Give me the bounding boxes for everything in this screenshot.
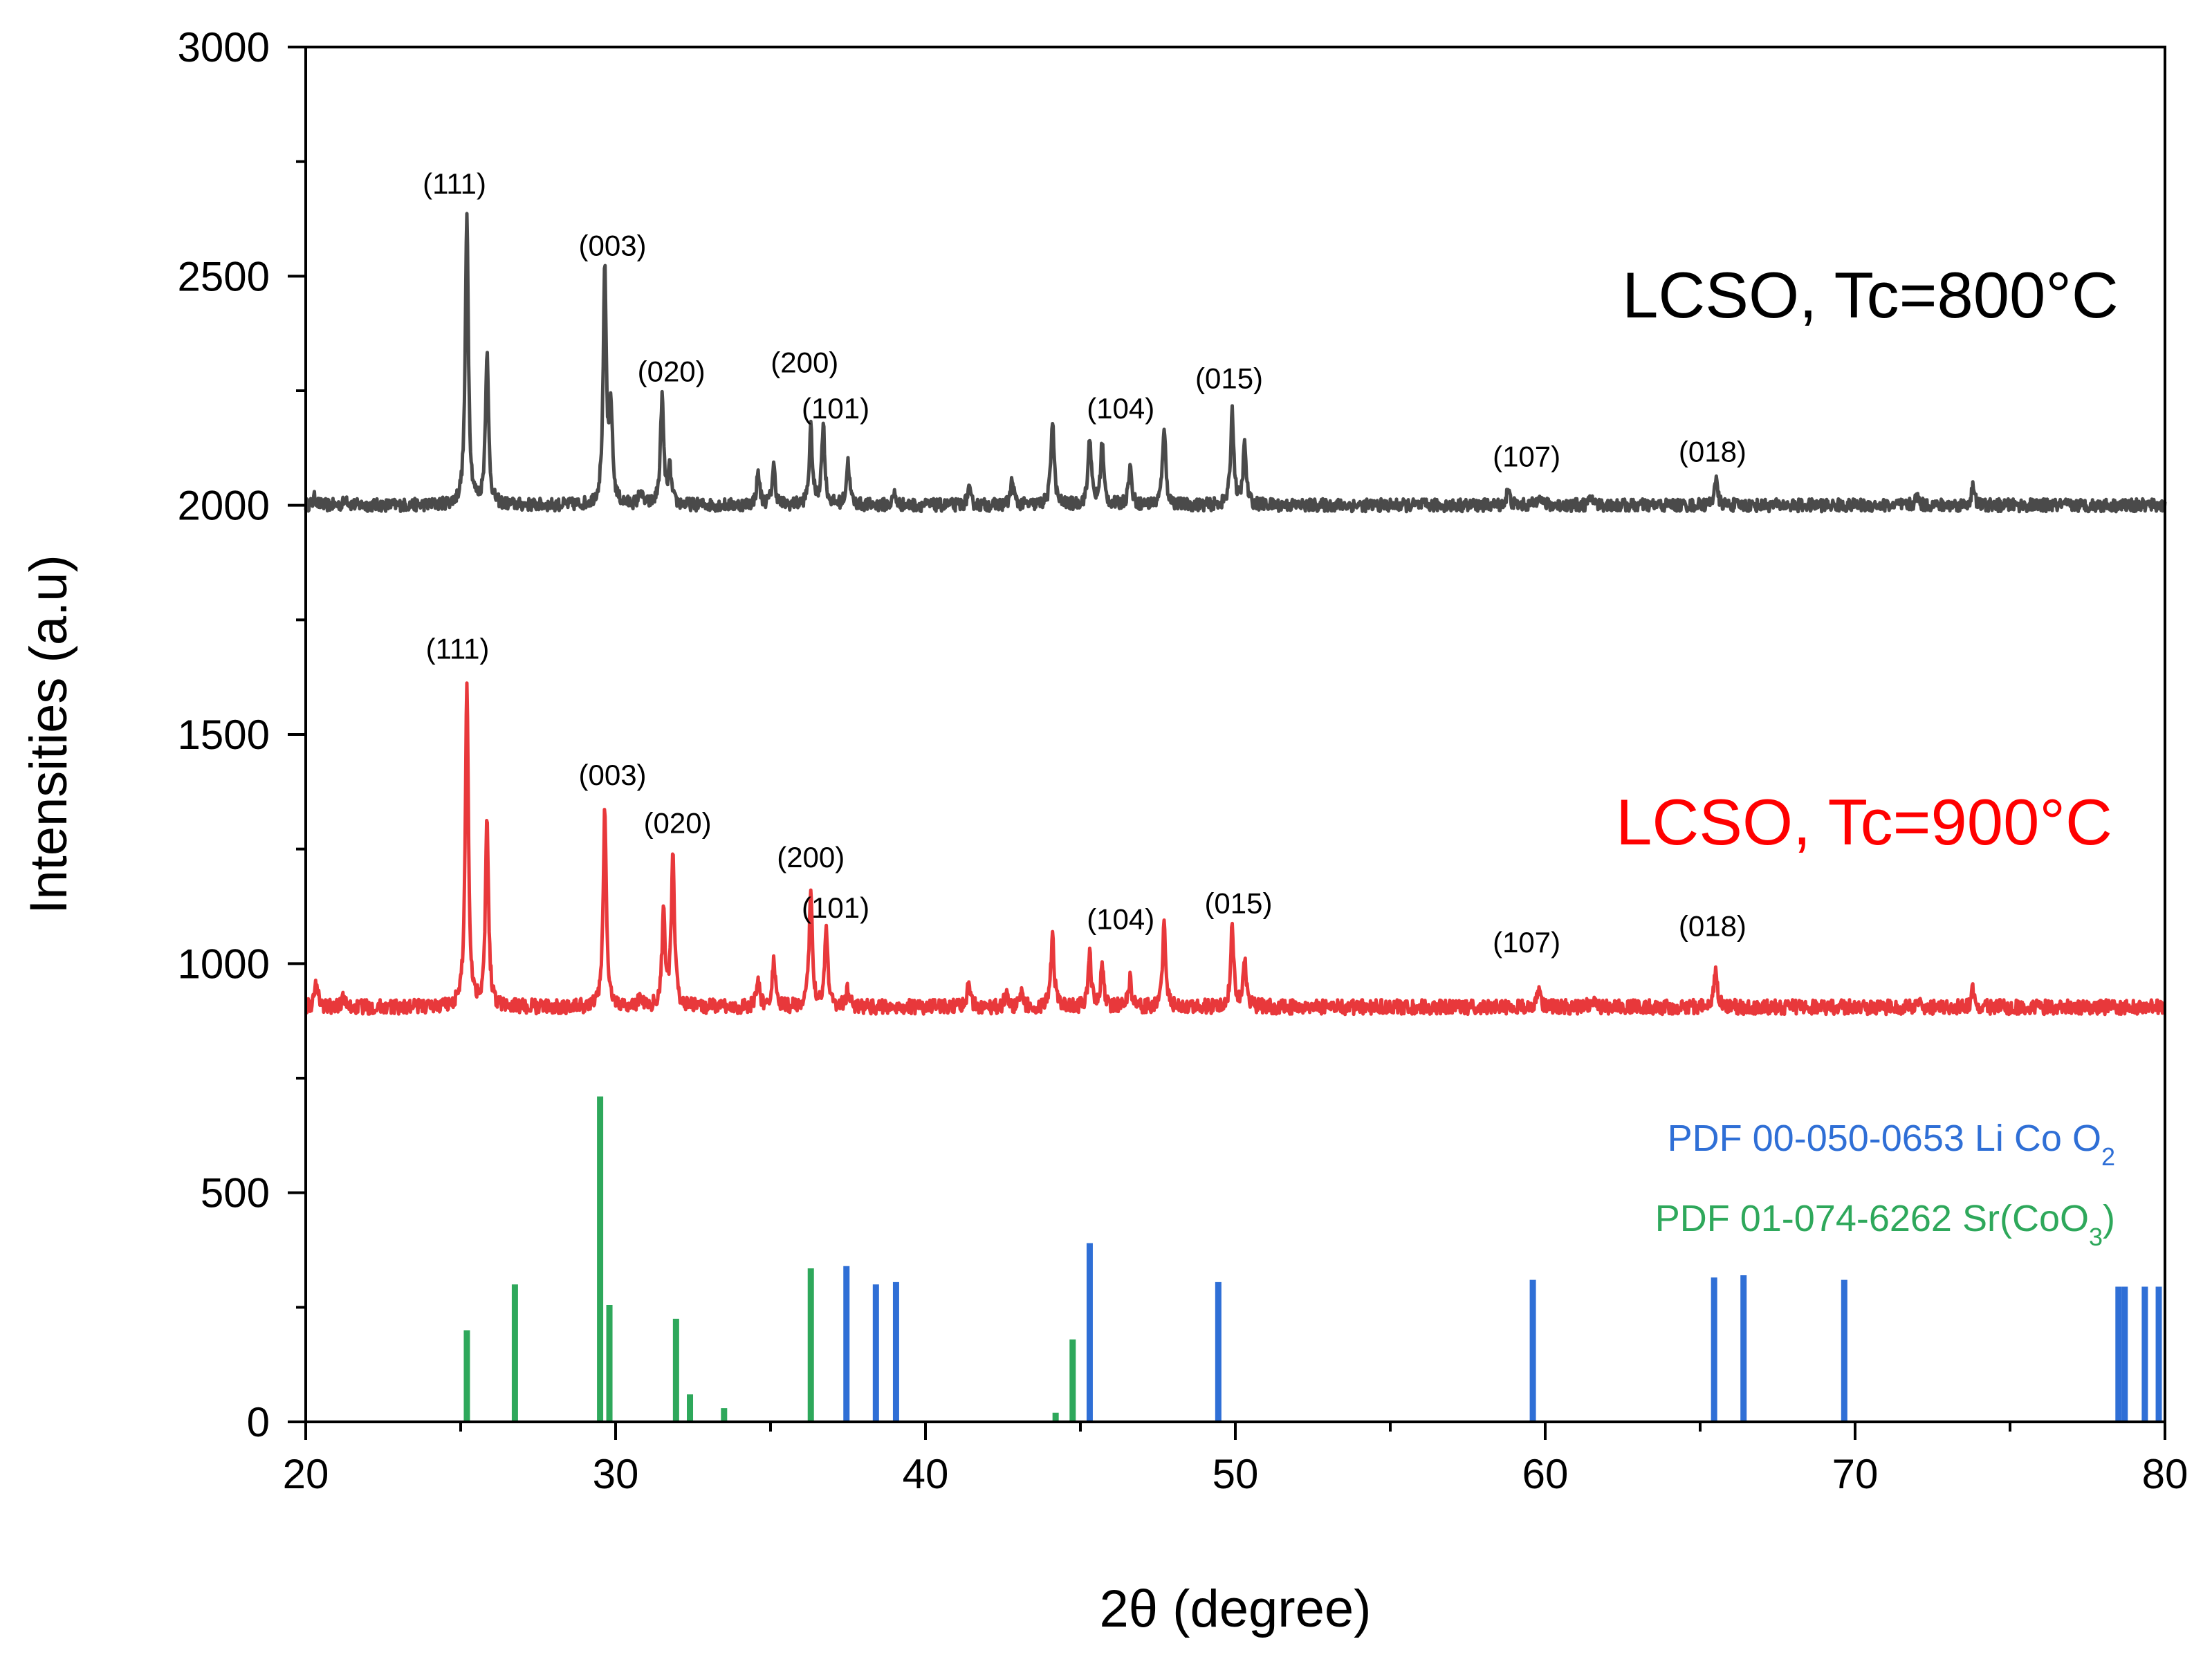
peak-label-1-0: (111) xyxy=(426,633,490,665)
peak-label-0-5: (104) xyxy=(1087,392,1154,425)
peak-labels-layer: (111) (003) (020) (200) (101) (104) (015) (107)… xyxy=(423,167,1746,959)
series-line-0 xyxy=(304,212,2167,514)
peak-label-1-2: (020) xyxy=(644,806,712,839)
x-tick-label-3: 50 xyxy=(1213,1451,1259,1497)
peak-label-0-3: (200) xyxy=(771,346,838,378)
x-tick-label-5: 70 xyxy=(1832,1451,1879,1497)
x-tick-label-6: 80 xyxy=(2142,1451,2188,1497)
peak-label-0-2: (020) xyxy=(638,355,706,388)
reference-sticks-layer xyxy=(463,1096,2162,1422)
peak-label-0-7: (107) xyxy=(1493,440,1560,472)
peak-label-0-4: (101) xyxy=(802,392,869,425)
peak-label-0-8: (018) xyxy=(1679,436,1746,468)
legend-entry-0: PDF 00-050-0653 Li Co O2 xyxy=(1668,1118,2115,1171)
peak-label-1-4: (101) xyxy=(802,891,869,924)
peak-label-0-6: (015) xyxy=(1195,362,1263,395)
peak-label-0-0: (111) xyxy=(423,167,486,200)
y-tick-label-5: 2500 xyxy=(178,253,270,299)
peak-label-0-1: (003) xyxy=(578,230,646,262)
peak-label-1-5: (104) xyxy=(1087,903,1154,936)
series-annotation-0: LCSO, Tc=800°C xyxy=(1622,259,2119,331)
y-tick-label-3: 1500 xyxy=(178,712,270,758)
series-annotation-1: LCSO, Tc=900°C xyxy=(1616,786,2112,858)
x-tick-label-4: 60 xyxy=(1522,1451,1569,1497)
series-annotations-layer: LCSO, Tc=800°C LCSO, Tc=900°C xyxy=(1616,259,2119,858)
y-tick-label-4: 2000 xyxy=(178,483,270,529)
y-axis-title: Intensities (a.u) xyxy=(19,555,78,914)
x-axis-title: 2θ (degree) xyxy=(1100,1580,1372,1638)
y-tick-label-1: 500 xyxy=(201,1170,270,1216)
series-line-1 xyxy=(304,681,2167,1017)
legend-entry-1: PDF 01-074-6262 Sr(CoO3) xyxy=(1655,1198,2115,1251)
y-tick-label-6: 3000 xyxy=(178,24,270,71)
series-layer xyxy=(304,212,2167,1017)
peak-label-1-7: (107) xyxy=(1493,926,1560,959)
x-tick-label-1: 30 xyxy=(593,1451,639,1497)
y-tick-label-2: 1000 xyxy=(178,941,270,987)
y-tick-label-0: 0 xyxy=(247,1399,270,1445)
x-tick-label-0: 20 xyxy=(283,1451,329,1497)
peak-label-1-1: (003) xyxy=(578,759,646,791)
x-tick-label-2: 40 xyxy=(903,1451,949,1497)
peak-label-1-8: (018) xyxy=(1679,910,1746,943)
legend-layer: PDF 00-050-0653 Li Co O2 PDF 01-074-6262 … xyxy=(1655,1118,2115,1251)
axes-layer: 20 30 40 50 60 70 80 0 500 1000 1500 2000 2500 3000 xyxy=(178,24,2188,1497)
peak-label-1-3: (200) xyxy=(777,841,845,873)
peak-label-1-6: (015) xyxy=(1204,887,1272,919)
